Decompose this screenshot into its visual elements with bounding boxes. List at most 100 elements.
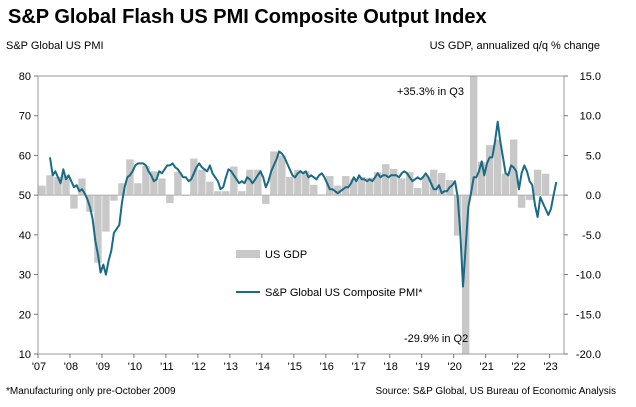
gdp-bar [525,195,534,200]
gdp-bar [326,176,334,196]
gdp-bar [38,185,46,196]
gdp-bar [406,172,414,196]
x-tick-label: '08 [64,361,78,373]
gdp-bar [422,176,430,196]
gdp-bar [158,178,166,196]
x-tick-label: '19 [416,361,430,373]
gdp-bar [493,139,502,196]
right-axis-label: US GDP, annualized q/q % change [430,40,600,52]
gdp-bar [382,164,390,196]
x-axis-ticks: '07 '08 '09 '10 '11 '12 '13 '14 '15 '16 '17 '18 '19 '… [32,354,558,373]
gdp-bar [166,195,174,204]
gdp-bar [517,195,526,208]
x-tick-label: '16 [320,361,334,373]
gdp-bar [294,169,302,196]
footnote: *Manufacturing only pre-October 2009 [6,386,176,397]
left-tick-label: 60 [19,150,31,162]
gdp-bar [342,176,350,196]
gdp-bar [262,195,270,204]
gdp-bar [501,173,510,196]
gdp-bar [533,169,542,196]
x-tick-label: '18 [384,361,398,373]
left-tick-label: 20 [19,309,31,321]
gdp-bar [485,145,494,196]
right-axis-ticks: 15.0 10.0 5.0 0.0 -5.0 -10.0 -15.0 -20.0 [564,71,601,361]
left-tick-label: 30 [19,270,31,282]
gdp-bar [110,195,118,201]
x-tick-label: '17 [352,361,366,373]
legend-gdp-swatch [236,250,260,258]
gdp-bar [477,161,486,196]
gdp-bar [70,195,78,209]
gdp-bar [469,76,478,196]
gdp-bar [246,169,254,196]
left-tick-label: 50 [19,190,31,202]
gdp-bar [54,176,62,196]
gdp-bar [374,172,382,196]
right-tick-label: 15.0 [580,71,601,83]
left-tick-label: 70 [19,111,31,123]
right-tick-label: 0.0 [586,190,601,202]
x-tick-label: '23 [543,361,557,373]
x-tick-label: '22 [511,361,525,373]
left-tick-label: 10 [19,349,31,361]
left-axis-label: S&P Global US PMI [6,40,104,52]
gdp-bar [270,151,278,196]
pmi-line [49,120,558,288]
right-tick-label: -10.0 [576,270,601,282]
legend-pmi-label: S&P Global US Composite PMI* [265,287,423,299]
chart-title: S&P Global Flash US PMI Composite Output… [8,6,487,28]
gdp-bar [461,195,470,354]
gdp-bar [46,175,54,196]
gdp-bar [398,178,406,196]
gdp-bar [310,184,318,196]
plot-frame [37,75,565,355]
x-tick-label: '21 [479,361,493,373]
annotation-q3: +35.3% in Q3 [397,86,464,98]
gdp-bar [118,183,126,196]
gdp-bar [190,158,198,196]
x-tick-label: '09 [96,361,110,373]
gdp-bar [94,195,102,263]
right-tick-label: 10.0 [580,111,601,123]
right-tick-label: -20.0 [576,349,601,361]
gdp-bar [350,179,358,196]
left-tick-label: 40 [19,230,31,242]
gdp-bar [286,176,294,196]
gdp-bar [238,191,246,196]
gdp-bar [206,181,214,196]
x-tick-label: '11 [160,361,174,373]
x-tick-label: '13 [224,361,238,373]
gdp-bars [38,76,550,354]
gdp-bar [102,195,110,232]
gdp-bar [230,166,238,196]
left-tick-label: 80 [19,71,31,83]
gdp-bar [414,187,422,196]
gdp-bar [134,183,142,196]
x-tick-label: '07 [32,361,46,373]
x-tick-label: '10 [128,361,142,373]
gdp-bar [62,175,70,196]
x-tick-label: '15 [288,361,302,373]
gdp-bar [334,185,342,196]
gdp-bar [198,169,206,196]
gdp-bar [366,177,374,196]
x-tick-label: '14 [256,361,270,373]
gdp-bar [254,169,262,196]
right-tick-label: -5.0 [582,230,601,242]
gdp-bar [150,171,158,196]
gdp-bar [302,171,310,196]
gdp-bar [278,155,286,196]
gdp-bar [174,172,182,196]
gdp-bar [222,191,230,196]
source-note: Source: S&P Global, US Bureau of Economi… [375,386,617,397]
annotation-q2: -29.9% in Q2 [404,333,468,345]
gdp-bar [358,176,366,196]
gdp-bar [214,191,222,196]
gdp-bar [142,165,150,196]
gdp-bar [437,172,446,196]
gdp-bar [390,168,398,196]
legend: US GDP S&P Global US Composite PMI* [236,249,423,299]
gdp-bar [453,195,462,236]
left-axis-ticks: 80 70 60 50 40 30 20 10 [19,71,38,361]
